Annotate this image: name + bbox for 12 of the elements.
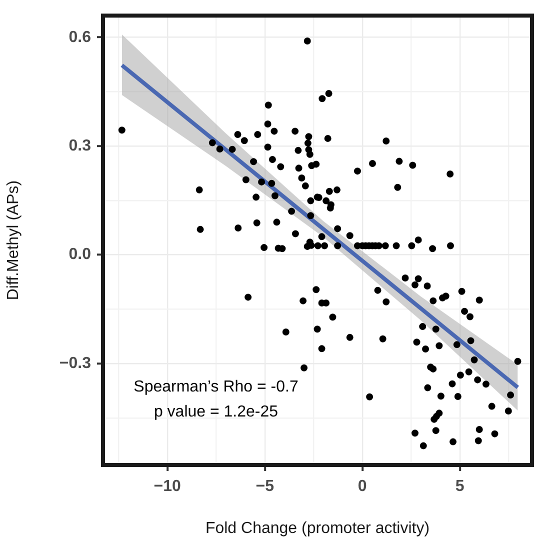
x-tick-label: −10 [154, 478, 182, 496]
y-tick-label: −0.3 [59, 354, 92, 372]
x-tick-label: 5 [455, 478, 464, 496]
annotation: p value = 1.2e-25 [154, 403, 278, 420]
x-tick-label: −5 [256, 478, 274, 496]
x-axis-title: Fold Change (promoter activity) [205, 520, 430, 537]
annotation: Spearman’s Rho = -0.7 [134, 378, 298, 396]
x-tick-label: 0 [358, 478, 367, 496]
y-tick-label: 0.3 [68, 137, 92, 154]
y-tick-label: 0.0 [68, 246, 92, 264]
y-axis-title: Diff.Methyl (APs) [5, 180, 22, 300]
y-tick-label: 0.6 [68, 28, 92, 46]
